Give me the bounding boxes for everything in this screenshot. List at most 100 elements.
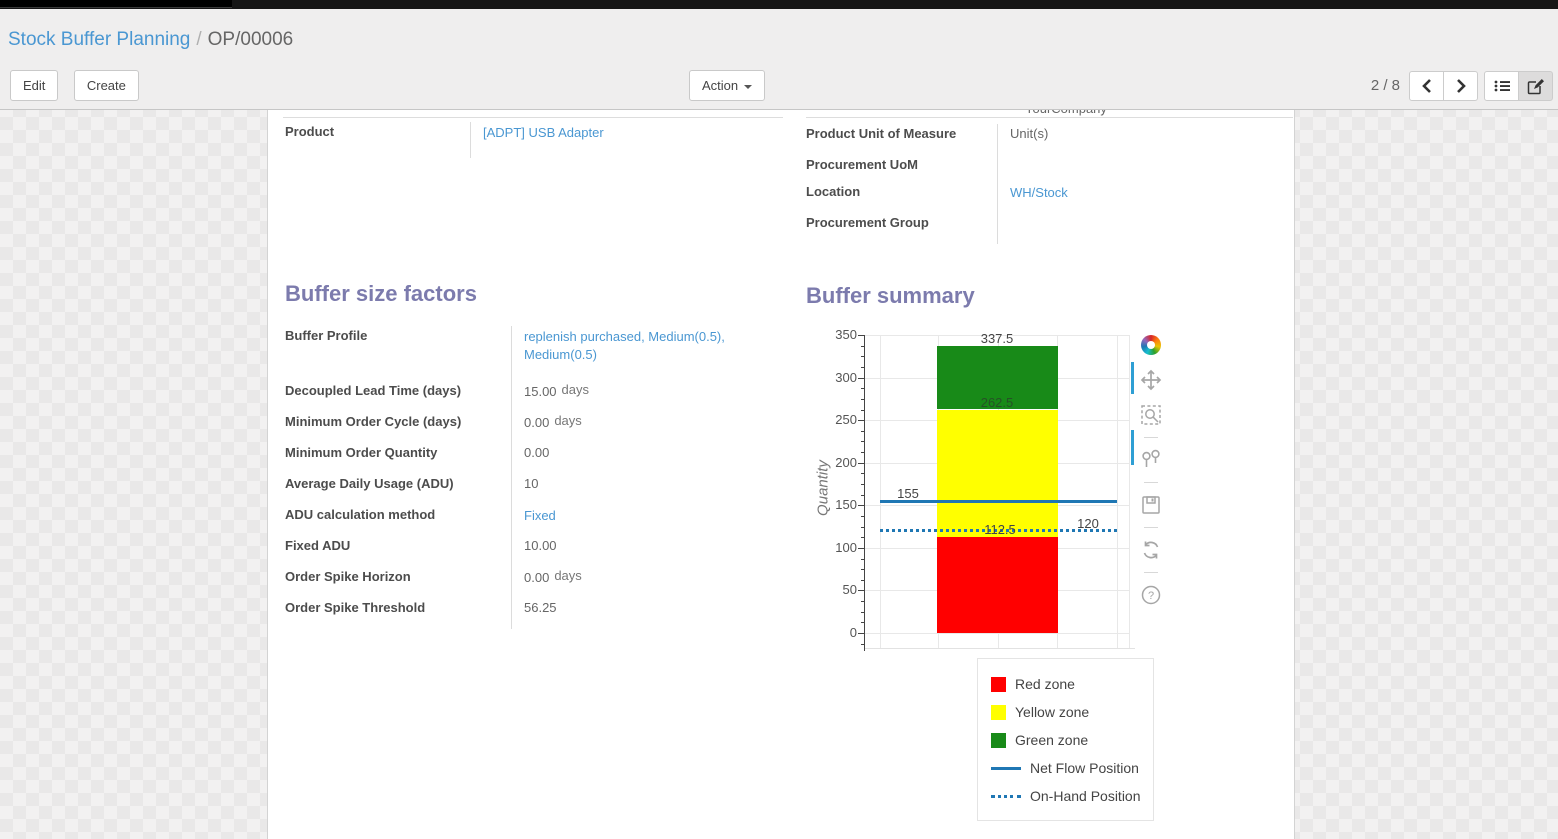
create-button[interactable]: Create	[73, 70, 139, 101]
control-panel: Stock Buffer Planning / OP/00006 Edit Crea…	[0, 9, 1558, 110]
unit-suffix: days	[554, 568, 582, 583]
form-edit-icon	[1527, 78, 1544, 94]
left-button-row: Edit Create	[10, 70, 139, 101]
reset-axes-icon	[1143, 541, 1159, 559]
y-minor-tick	[861, 611, 865, 613]
y-tick-label: 0	[849, 625, 857, 640]
chart-legend: Red zone Yellow zone Green zone Net Flow…	[977, 658, 1154, 821]
on-hand-position-line	[880, 529, 1117, 533]
y-minor-tick	[861, 473, 865, 475]
field-row: Procurement Group	[806, 213, 1295, 244]
field-group-left: Product [ADPT] USB Adapter	[285, 122, 785, 158]
y-minor-tick	[861, 558, 865, 560]
pan-button[interactable]	[1138, 367, 1164, 393]
field-row: Decoupled Lead Time (days) 15.00 days	[285, 381, 777, 412]
action-dropdown-button[interactable]: Action	[689, 70, 766, 101]
order-spike-threshold-value: 56.25	[511, 598, 769, 629]
hover-compare-button[interactable]	[1138, 447, 1164, 473]
pager-next-button[interactable]	[1443, 71, 1478, 101]
y-major-tick	[858, 377, 865, 379]
y-minor-tick	[861, 484, 865, 485]
legend-label: Yellow zone	[1015, 704, 1090, 720]
product-uom-label: Product Unit of Measure	[806, 126, 957, 141]
location-value-link[interactable]: WH/Stock	[1010, 185, 1068, 200]
y-gridline	[865, 335, 1130, 336]
y-gridline	[865, 633, 1130, 634]
decoupled-lead-time-label: Decoupled Lead Time (days)	[285, 383, 462, 398]
modebar-blue-marker	[1131, 362, 1134, 394]
form-view-button[interactable]	[1518, 71, 1553, 101]
buffer-summary-chart: Quantity 0 50 100 150 200 250 300 350 337.5 262.5…	[806, 315, 1276, 821]
y-minor-tick	[861, 537, 865, 539]
solid-line-swatch	[991, 766, 1021, 770]
product-value-link[interactable]: [ADPT] USB Adapter	[483, 125, 604, 140]
caret-down-icon	[744, 84, 753, 89]
green-swatch	[991, 732, 1006, 748]
adu-method-value-link[interactable]: Fixed	[524, 508, 556, 523]
field-group-right: Product Unit of Measure Unit(s) Procurem…	[806, 124, 1295, 244]
field-row: Average Daily Usage (ADU) 10	[285, 474, 777, 505]
chevron-right-icon	[1456, 79, 1466, 93]
chart-annotation: 155	[897, 486, 919, 502]
plot-area: 0 50 100 150 200 250 300 350 337.5 262.5 155 112.5 1…	[835, 327, 1135, 651]
product-uom-value: Unit(s)	[997, 124, 1293, 155]
fixed-adu-label: Fixed ADU	[285, 538, 351, 553]
procurement-group-value	[997, 213, 1293, 244]
y-minor-tick	[861, 644, 865, 645]
y-tick-label: 350	[835, 327, 857, 342]
chart-modebar: ?	[1136, 332, 1168, 617]
breadcrumb-parent-link[interactable]: Stock Buffer Planning	[8, 29, 191, 50]
y-minor-tick	[861, 366, 865, 368]
field-row: Order Spike Horizon 0.00 days	[285, 567, 777, 598]
chevron-left-icon	[1421, 79, 1431, 93]
y-tick-label: 200	[835, 454, 857, 470]
y-major-tick	[858, 505, 865, 507]
x-gridline	[1129, 335, 1130, 648]
x-gridline	[1117, 335, 1118, 648]
legend-item-yellow-zone[interactable]: Yellow zone	[991, 698, 1143, 726]
legend-item-net-flow[interactable]: Net Flow Position	[991, 754, 1143, 782]
green-zone-bar	[937, 345, 1058, 410]
y-minor-tick	[861, 622, 865, 624]
y-minor-tick	[861, 526, 865, 528]
browser-tab-remnant	[0, 0, 232, 8]
help-icon: ?	[1141, 585, 1161, 605]
svg-text:?: ?	[1148, 590, 1154, 602]
legend-item-red-zone[interactable]: Red zone	[991, 670, 1143, 698]
field-row: Product Unit of Measure Unit(s)	[806, 124, 1295, 155]
clipped-row-border-right	[806, 117, 1293, 118]
edit-button[interactable]: Edit	[10, 70, 59, 101]
y-minor-tick	[861, 356, 865, 358]
min-order-qty-label: Minimum Order Quantity	[285, 445, 438, 460]
legend-item-green-zone[interactable]: Green zone	[991, 726, 1143, 754]
buffer-profile-value-link[interactable]: replenish purchased, Medium(0.5), Medium…	[524, 329, 725, 362]
y-major-tick	[858, 462, 865, 464]
modebar-separator	[1144, 527, 1158, 528]
adu-method-label: ADU calculation method	[285, 507, 436, 522]
y-tick-label: 100	[835, 539, 857, 555]
modebar-blue-marker	[1131, 430, 1134, 465]
pager-previous-button[interactable]	[1409, 71, 1444, 101]
y-minor-tick	[861, 452, 865, 454]
box-zoom-button[interactable]	[1138, 402, 1164, 428]
y-minor-tick	[861, 601, 865, 603]
list-view-button[interactable]	[1484, 71, 1519, 101]
plotly-logo-button[interactable]	[1138, 332, 1164, 358]
view-switcher	[1484, 71, 1553, 101]
legend-item-on-hand[interactable]: On-Hand Position	[991, 782, 1143, 810]
decoupled-lead-time-value: 15.00	[524, 384, 557, 399]
order-spike-threshold-label: Order Spike Threshold	[285, 600, 426, 615]
help-button[interactable]: ?	[1138, 582, 1164, 608]
dotted-line-swatch	[991, 794, 1021, 798]
field-row: Minimum Order Quantity 0.00	[285, 443, 777, 474]
y-tick-label: 50	[842, 582, 857, 598]
chart-annotation: 120	[1077, 515, 1099, 531]
modebar-separator	[1144, 437, 1158, 438]
action-dropdown-wrap: Action	[689, 70, 766, 101]
modebar-separator	[1144, 482, 1158, 483]
save-image-button[interactable]	[1138, 492, 1164, 518]
reset-axes-button[interactable]	[1138, 537, 1164, 563]
y-minor-tick	[861, 441, 865, 443]
yellow-swatch	[991, 704, 1006, 720]
y-axis-line	[864, 335, 865, 651]
